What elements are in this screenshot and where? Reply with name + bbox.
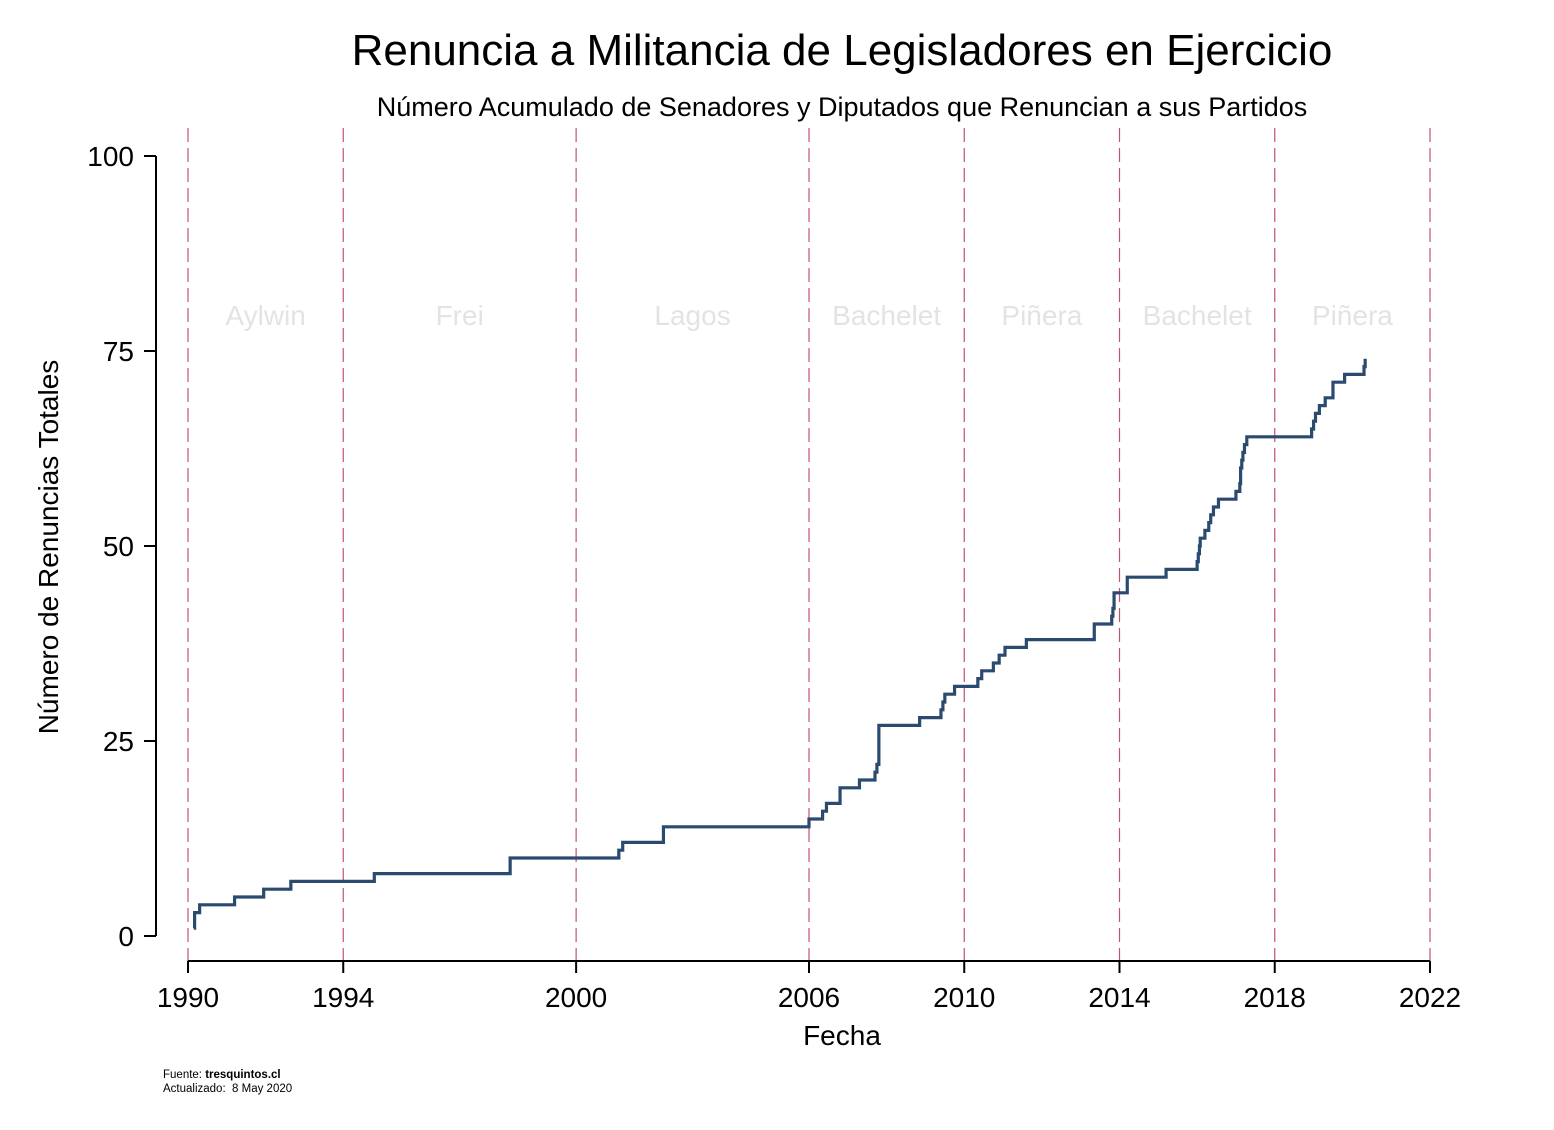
period-label: Aylwin: [225, 300, 305, 331]
x-tick-label: 2022: [1399, 982, 1461, 1013]
footer: Fuente: tresquintos.cl Actualizado: 8 Ma…: [163, 1068, 292, 1096]
period-label: Lagos: [654, 300, 730, 331]
period-label: Bachelet: [832, 300, 941, 331]
x-tick-label: 1990: [157, 982, 219, 1013]
period-labels: Aylwin Frei Lagos Bachelet Piñera Bachelet Piñ…: [225, 300, 1393, 331]
y-tick-label: 50: [103, 531, 134, 562]
updated-label: Actualizado:: [163, 1083, 226, 1095]
x-tick-label: 1994: [312, 982, 374, 1013]
source-label: Fuente:: [163, 1069, 202, 1081]
x-tick-label: 2018: [1244, 982, 1306, 1013]
updated-value: 8 May 2020: [232, 1083, 293, 1095]
source-line: Fuente: tresquintos.cl: [163, 1068, 292, 1082]
x-tick-label: 2000: [545, 982, 607, 1013]
period-label: Piñera: [1312, 300, 1393, 331]
y-axis-label: Número de Renuncias Totales: [33, 360, 64, 735]
series-line-renuncias: [193, 358, 1367, 930]
y-tick-label: 25: [103, 726, 134, 757]
series-layer: [193, 358, 1367, 930]
x-tick-label: 2010: [933, 982, 995, 1013]
source-value[interactable]: tresquintos.cl: [205, 1069, 281, 1081]
y-tick-label: 75: [103, 336, 134, 367]
x-axis-label: Fecha: [803, 1020, 881, 1051]
x-tick-label: 2014: [1088, 982, 1150, 1013]
y-tick-label: 0: [118, 921, 134, 952]
updated-line: Actualizado: 8 May 2020: [163, 1082, 292, 1096]
chart-subtitle: Número Acumulado de Senadores y Diputado…: [376, 92, 1308, 122]
x-tick-label: 2006: [778, 982, 840, 1013]
period-label: Piñera: [1001, 300, 1082, 331]
y-tick-label: 100: [87, 141, 134, 172]
x-axis: 1990 1994 2000 2006 2010 2014 2018 2022: [157, 960, 1461, 1013]
period-label: Frei: [436, 300, 484, 331]
y-axis: 0 25 50 75 100: [87, 141, 157, 952]
period-label: Bachelet: [1143, 300, 1252, 331]
term-dividers: [187, 128, 1431, 961]
chart-title: Renuncia a Militancia de Legisladores en…: [351, 26, 1333, 75]
